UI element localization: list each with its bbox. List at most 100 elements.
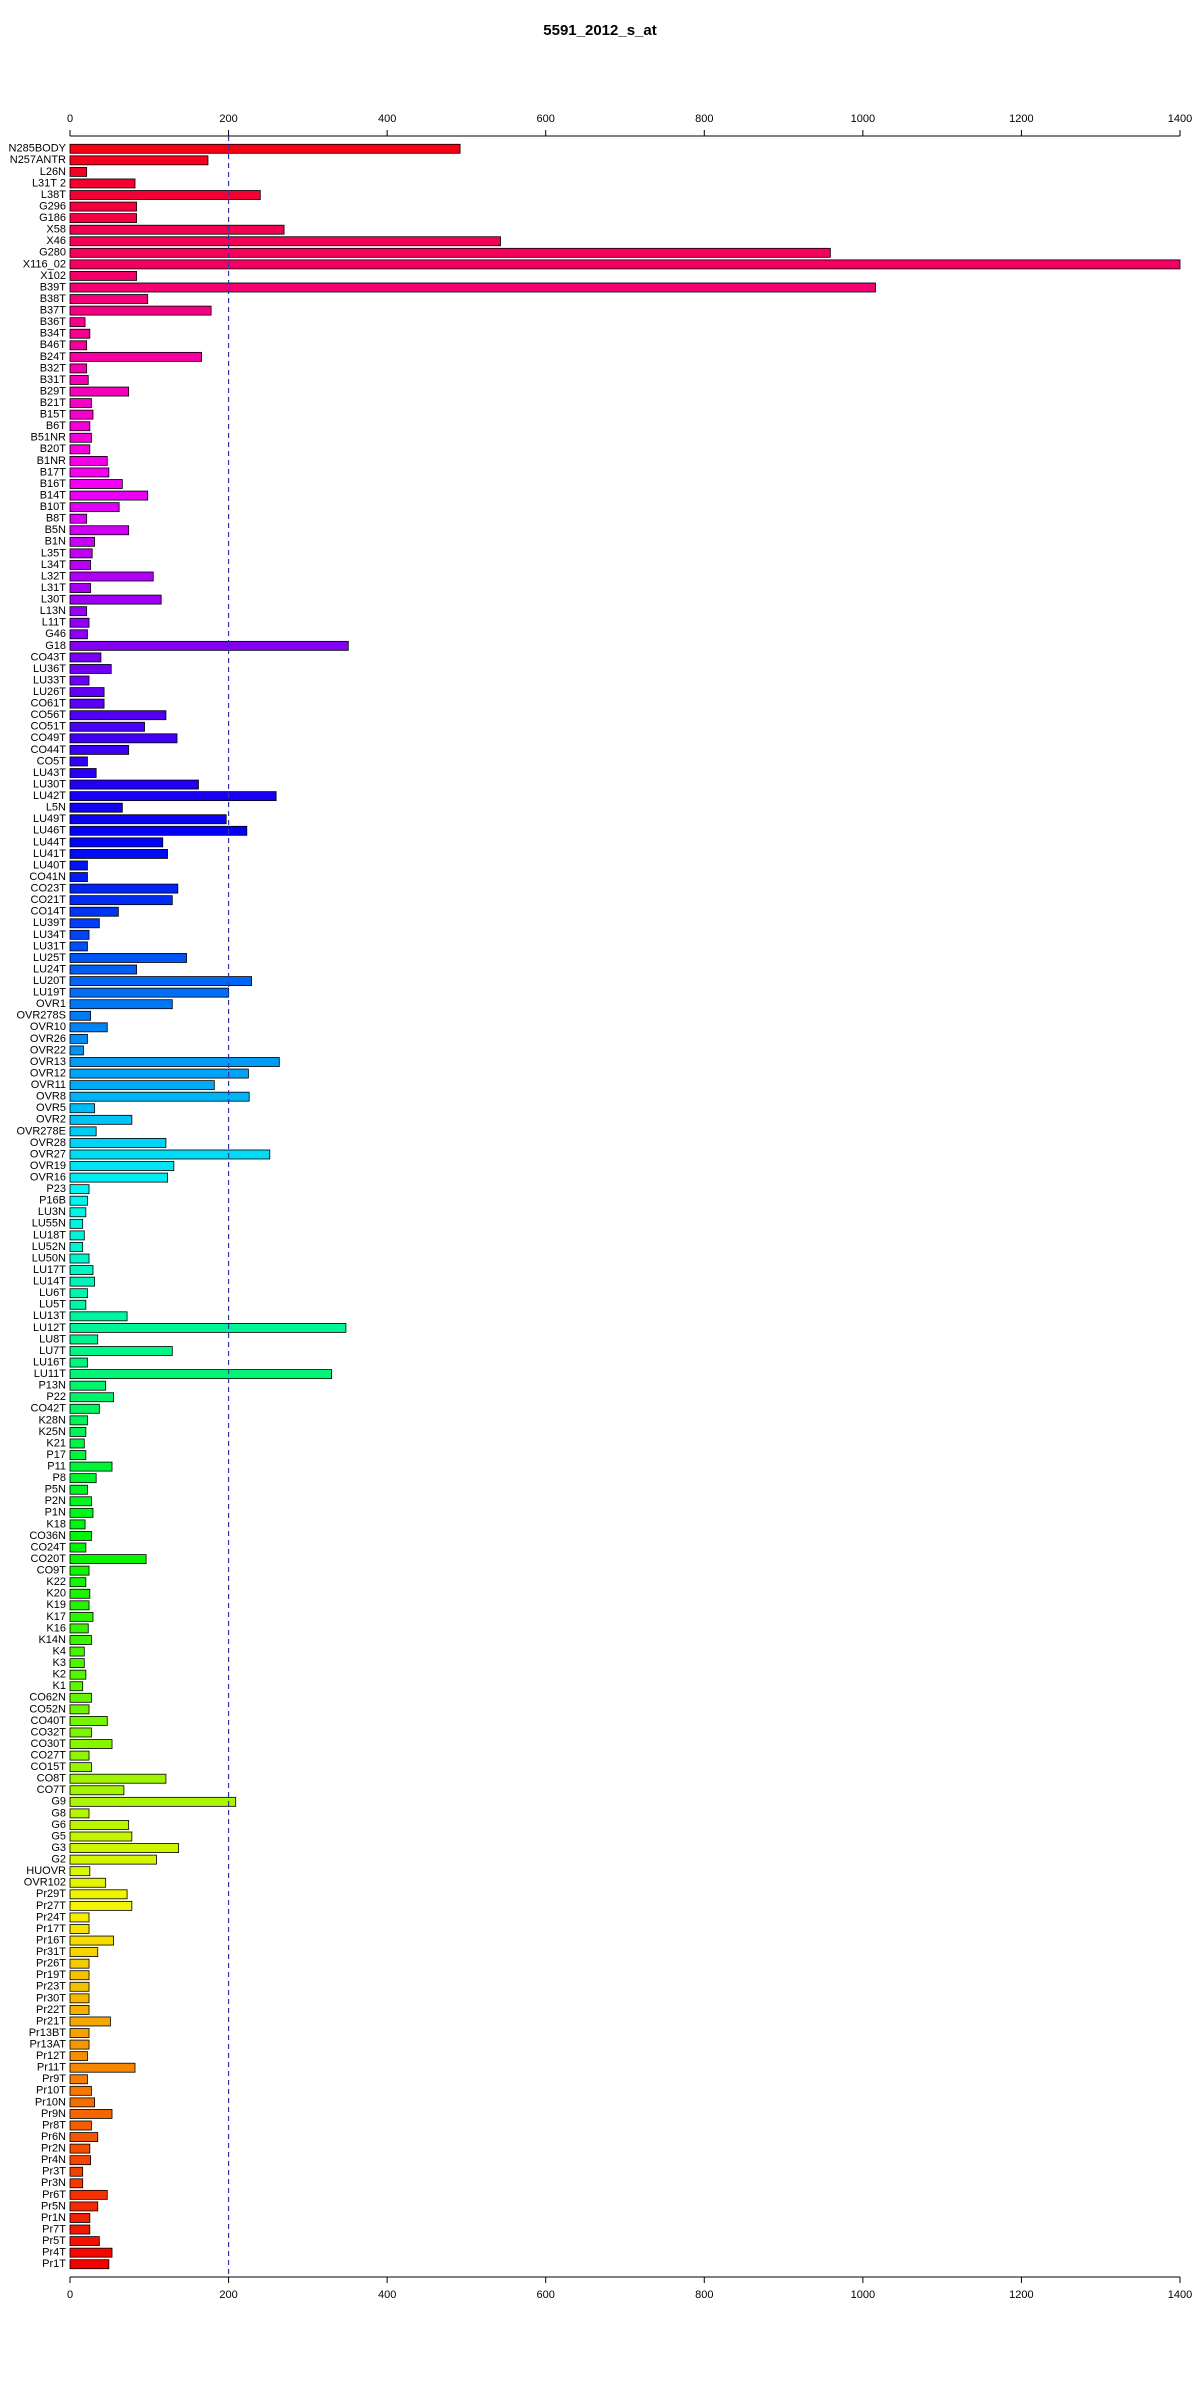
y-tick-label: P1N bbox=[45, 1507, 66, 1519]
y-tick-label: LU16T bbox=[33, 1356, 66, 1368]
bar bbox=[69, 1924, 90, 1934]
bar bbox=[69, 2247, 113, 2258]
bar bbox=[69, 1230, 85, 1241]
bar bbox=[69, 178, 136, 189]
y-tick-label: Pr10N bbox=[35, 2096, 66, 2108]
y-tick-label: CO56T bbox=[31, 709, 67, 721]
bar bbox=[69, 490, 149, 501]
y-tick-label: LU49T bbox=[33, 813, 66, 825]
bar bbox=[69, 1970, 90, 1981]
bar bbox=[69, 386, 130, 397]
bar bbox=[69, 1808, 90, 1819]
bar bbox=[69, 640, 349, 651]
bar bbox=[69, 247, 831, 258]
y-tick-label: Pr10T bbox=[36, 2085, 66, 2097]
y-tick-label: LU33T bbox=[33, 674, 66, 686]
y-tick-label: G5 bbox=[51, 1830, 66, 1842]
y-tick-label: K22 bbox=[46, 1576, 66, 1588]
bar bbox=[69, 2224, 91, 2235]
bar bbox=[69, 1438, 85, 1449]
y-tick-label: OVR8 bbox=[36, 1091, 66, 1103]
y-tick-label: L13N bbox=[40, 605, 66, 617]
bar bbox=[69, 1681, 84, 1692]
y-tick-label: CO62N bbox=[29, 1692, 66, 1704]
bar bbox=[69, 259, 1181, 270]
bar bbox=[69, 1369, 333, 1380]
x-tick-label: 1200 bbox=[1009, 113, 1033, 125]
bar bbox=[69, 1669, 87, 1680]
bar bbox=[69, 1484, 88, 1495]
y-tick-label: K21 bbox=[46, 1437, 66, 1449]
bar bbox=[69, 2143, 91, 2154]
bar bbox=[69, 2016, 111, 2027]
y-tick-label: Pr11T bbox=[37, 2062, 66, 2074]
y-tick-label: P16B bbox=[39, 1195, 66, 1207]
y-tick-label: CO5T bbox=[37, 755, 67, 767]
bar bbox=[69, 1126, 97, 1137]
bar bbox=[69, 1415, 88, 1426]
y-tick-label: K2 bbox=[53, 1669, 66, 1681]
bar bbox=[69, 791, 277, 802]
y-tick-label: P22 bbox=[46, 1391, 66, 1403]
y-tick-label: CO40T bbox=[31, 1715, 67, 1727]
bar bbox=[69, 721, 145, 732]
y-tick-label: P8 bbox=[53, 1472, 66, 1484]
bar bbox=[69, 1357, 88, 1368]
y-tick-label: Pr29T bbox=[36, 1888, 66, 1900]
y-tick-label: LU18T bbox=[33, 1229, 66, 1241]
bar bbox=[69, 1785, 125, 1796]
bar bbox=[69, 1461, 113, 1472]
y-tick-label: Pr4T bbox=[42, 2247, 66, 2259]
bar bbox=[69, 409, 94, 420]
bar bbox=[69, 1311, 128, 1322]
y-tick-label: Pr26T bbox=[36, 1958, 66, 1970]
y-tick-label: B5N bbox=[45, 524, 66, 536]
bar bbox=[69, 2178, 84, 2189]
y-tick-label: LU42T bbox=[33, 790, 66, 802]
bar bbox=[69, 733, 178, 744]
y-tick-label: B29T bbox=[40, 385, 67, 397]
y-tick-label: B8T bbox=[46, 513, 66, 525]
bar bbox=[69, 1380, 107, 1391]
bar bbox=[69, 1635, 92, 1645]
bar bbox=[69, 1646, 85, 1657]
y-tick-label: LU19T bbox=[33, 987, 66, 999]
bar bbox=[69, 1588, 91, 1599]
bar bbox=[69, 1114, 133, 1125]
y-tick-label: LU41T bbox=[33, 848, 66, 860]
y-tick-label: B15T bbox=[40, 409, 67, 421]
y-tick-label: B32T bbox=[40, 362, 67, 374]
y-tick-label: LU3N bbox=[38, 1206, 66, 1218]
y-tick-label: K28N bbox=[38, 1414, 66, 1426]
y-tick-label: Pr12T bbox=[36, 2050, 66, 2062]
x-tick-label: 200 bbox=[219, 2289, 237, 2301]
bar bbox=[69, 548, 93, 559]
bar bbox=[69, 2259, 110, 2270]
y-tick-label: G280 bbox=[39, 247, 66, 259]
bar bbox=[69, 1716, 108, 1726]
bar bbox=[69, 1831, 133, 1842]
y-tick-label: X58 bbox=[46, 224, 66, 236]
bar bbox=[69, 1658, 85, 1669]
y-tick-label: Pr5T bbox=[42, 2235, 66, 2247]
bar bbox=[69, 1149, 271, 1160]
bar bbox=[69, 236, 501, 247]
y-tick-label: G9 bbox=[51, 1796, 66, 1808]
y-tick-label: OVR27 bbox=[30, 1148, 66, 1160]
y-tick-label: K3 bbox=[53, 1657, 66, 1669]
bar bbox=[69, 872, 88, 882]
bar bbox=[69, 1299, 87, 1310]
y-tick-label: LU20T bbox=[33, 975, 66, 987]
y-tick-label: LU44T bbox=[33, 836, 66, 848]
bar bbox=[69, 1184, 90, 1195]
bar bbox=[69, 941, 88, 952]
y-tick-label: L32T bbox=[41, 570, 66, 582]
y-tick-label: G8 bbox=[51, 1807, 66, 1819]
y-tick-label: P23 bbox=[46, 1183, 66, 1195]
y-tick-label: LU5T bbox=[39, 1299, 66, 1311]
bar bbox=[69, 479, 123, 489]
y-tick-label: Pr13AT bbox=[30, 2038, 67, 2050]
bar bbox=[69, 1531, 92, 1541]
y-tick-label: LU36T bbox=[33, 663, 66, 675]
x-tick-label: 0 bbox=[67, 113, 73, 125]
